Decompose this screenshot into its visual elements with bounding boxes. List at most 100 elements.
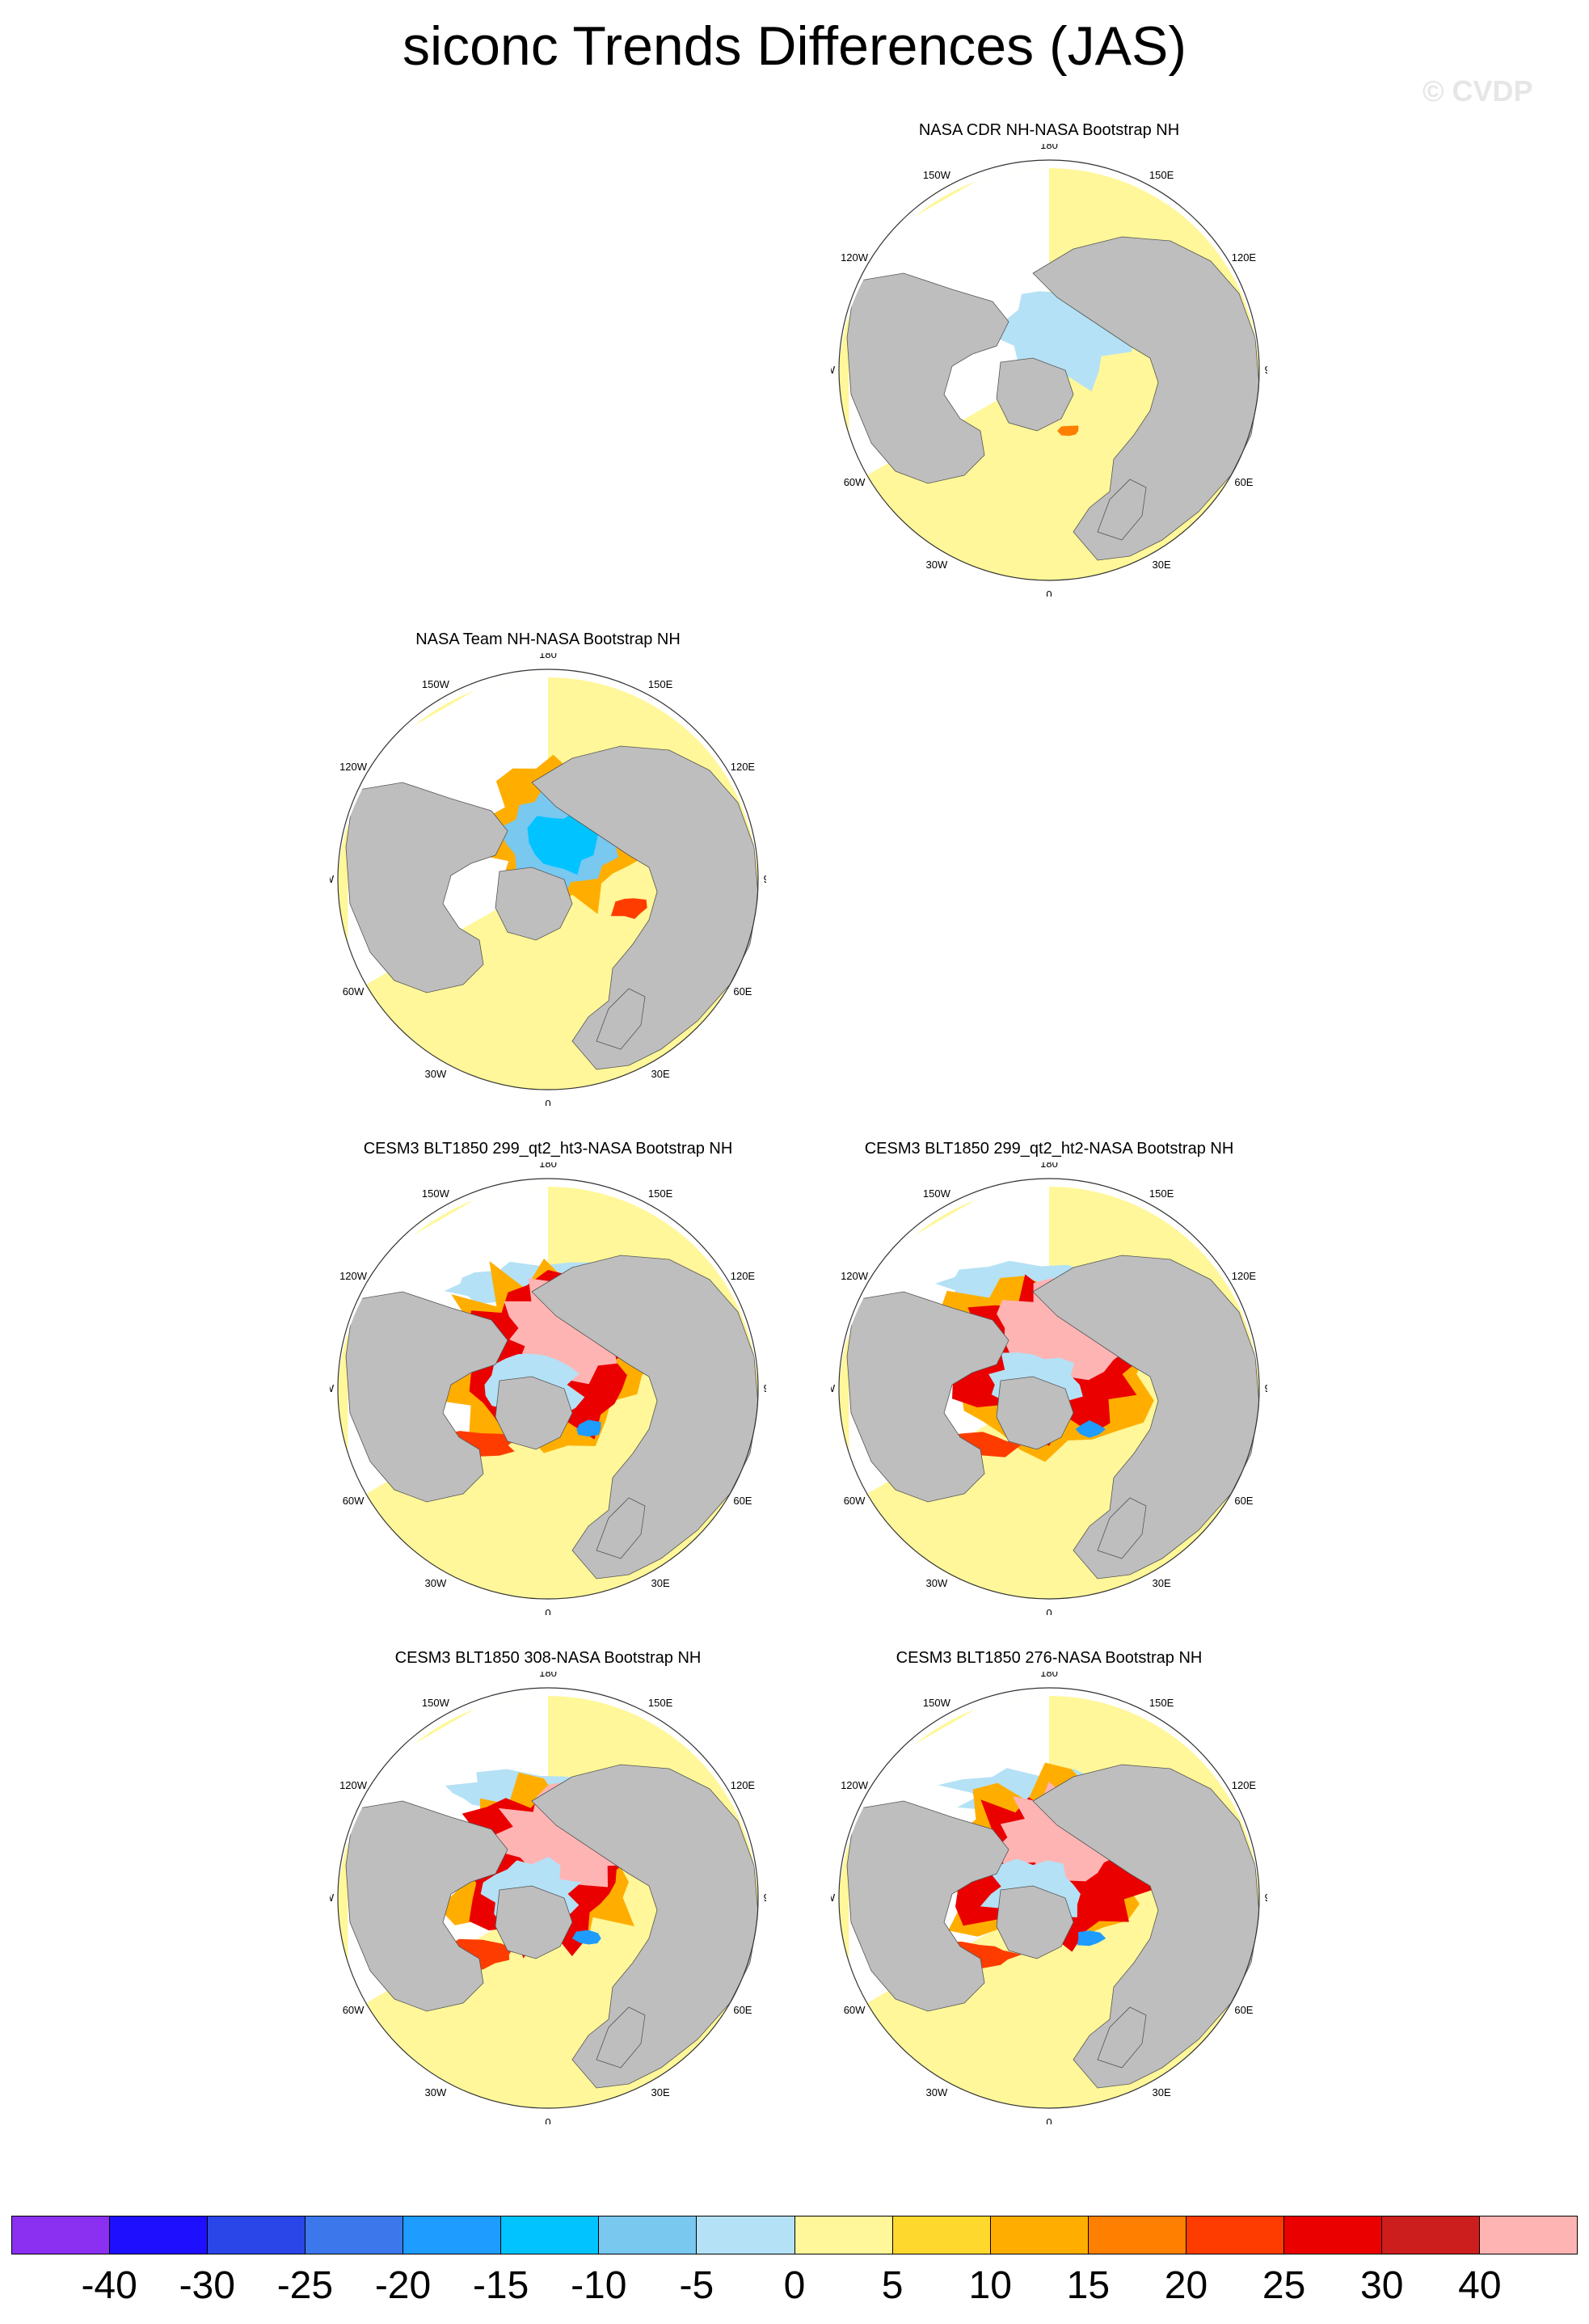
longitude-label: 0: [545, 1098, 550, 1106]
colorbar-tick-label: 15: [1066, 2264, 1111, 2307]
longitude-label: 30W: [926, 2086, 948, 2098]
landmass: [596, 1497, 646, 1559]
map-border: [337, 669, 759, 1090]
colorbar-tick-label: -40: [81, 2264, 137, 2307]
colorbar-tick-label: 5: [881, 2264, 904, 2307]
landmass: [596, 2006, 646, 2069]
panel-title: CESM3 BLT1850 276-NASA Bootstrap NH: [896, 1649, 1203, 1667]
longitude-label: 120E: [1232, 1779, 1257, 1791]
colorbar-labels: -40 -30 -25 -20 -15 -10 -5 0 5 10 15 20 25 30 40: [11, 2263, 1578, 2312]
longitude-label: 90W: [330, 1892, 335, 1904]
colorbar-box: [501, 2216, 600, 2254]
longitude-label: 90W: [831, 1382, 836, 1394]
colorbar-box: [110, 2216, 209, 2254]
longitude-label: 60W: [343, 985, 365, 998]
longitude-label: 60W: [343, 2004, 365, 2016]
longitude-label: 30W: [425, 2086, 447, 2098]
longitude-label: 180: [539, 1162, 557, 1170]
colorbar-box: [794, 2216, 893, 2254]
colorbar-box: [599, 2216, 698, 2254]
sea-ice-anomaly-region: [576, 1419, 601, 1437]
colorbar-box: [1186, 2216, 1284, 2254]
panel-nasa-team: NASA Team NH-NASA Bootstrap NH 180 150E 12…: [241, 631, 855, 1148]
map-area: [338, 1696, 758, 2108]
landmass: [1097, 1497, 1147, 1559]
colorbar-box: [1088, 2216, 1186, 2254]
longitude-label: 150E: [1149, 1187, 1174, 1200]
longitude-label: 90E: [764, 1382, 766, 1394]
map-border: [337, 1178, 759, 1600]
longitude-label: 90W: [330, 1382, 335, 1394]
panel-title: CESM3 BLT1850 299_qt2_ht3-NASA Bootstrap…: [363, 1140, 733, 1158]
polar-map: 180 150E 120E 90E 60E 30E 0 30W 60W 90W 120W 150W: [831, 144, 1267, 597]
longitude-label: 150E: [1149, 169, 1174, 181]
landmass: [531, 1255, 758, 1580]
longitude-label: 90W: [831, 1892, 836, 1904]
longitude-label: 120E: [731, 1779, 756, 1791]
colorbar-tick-label: 20: [1164, 2264, 1208, 2307]
landmass: [846, 1800, 1009, 2012]
longitude-label: 120W: [841, 1779, 869, 1791]
longitude-label: 60W: [844, 476, 866, 488]
longitude-label: 60E: [733, 1495, 752, 1507]
sea-ice-anomaly-region: [527, 808, 600, 875]
longitude-label: 30W: [926, 1577, 948, 1589]
polar-map: 180 150E 120E 90E 60E 30E 0 30W 60W 90W 120W 150W: [330, 1162, 766, 1615]
longitude-label: 120W: [841, 1270, 869, 1282]
colorbar-tick-label: -30: [179, 2264, 235, 2307]
landmass: [1032, 1255, 1259, 1580]
longitude-label: 90E: [764, 873, 766, 885]
landmass: [996, 1885, 1074, 1959]
panel-cesm3-299-qt2-ht2: CESM3 BLT1850 299_qt2_ht2-NASA Bootstrap…: [742, 1140, 1356, 1657]
landmass: [345, 1800, 508, 2012]
landmass: [531, 745, 758, 1070]
longitude-label: 30W: [926, 559, 948, 571]
colorbar-tick-label: -15: [472, 2264, 529, 2307]
longitude-label: 0: [1046, 588, 1052, 597]
map-area: [839, 168, 1259, 580]
longitude-label: 90E: [1265, 1892, 1267, 1904]
longitude-label: 30W: [425, 1577, 447, 1589]
longitude-label: 30W: [425, 1068, 447, 1080]
map-area: [839, 1187, 1259, 1599]
polar-map: 180 150E 120E 90E 60E 30E 0 30W 60W 90W 120W 150W: [831, 1162, 1267, 1615]
polar-map: 180 150E 120E 90E 60E 30E 0 30W 60W 90W 120W 150W: [330, 1672, 766, 2124]
sea-ice-anomaly-region: [992, 1782, 1140, 1882]
map-area: [338, 1187, 758, 1599]
panel-cesm3-308: CESM3 BLT1850 308-NASA Bootstrap NH 180 1…: [241, 1649, 855, 2166]
colorbar-box: [306, 2216, 404, 2254]
map-area: [839, 1696, 1259, 2108]
colorbar-tick-label: 0: [783, 2264, 806, 2307]
longitude-label: 150E: [648, 678, 673, 690]
longitude-label: 120E: [731, 1270, 756, 1282]
map-area: [338, 677, 758, 1090]
longitude-label: 120E: [1232, 251, 1257, 264]
colorbar-box: [12, 2216, 111, 2254]
panel-title: NASA CDR NH-NASA Bootstrap NH: [918, 121, 1180, 139]
sea-ice-anomaly-region: [1075, 1420, 1106, 1438]
landmass: [596, 988, 646, 1050]
longitude-label: 30E: [1153, 1577, 1171, 1589]
longitude-label: 120W: [339, 1270, 368, 1282]
longitude-label: 60W: [343, 1495, 365, 1507]
longitude-label: 150W: [422, 678, 450, 690]
panel-title: NASA Team NH-NASA Bootstrap NH: [415, 631, 681, 648]
longitude-label: 180: [539, 1672, 557, 1679]
landmass: [495, 1885, 573, 1959]
landmass: [345, 782, 508, 993]
colorbar-tick-label: -10: [571, 2264, 627, 2307]
longitude-label: 150W: [923, 169, 951, 181]
longitude-label: 0: [545, 1607, 550, 1615]
panel-cesm3-276: CESM3 BLT1850 276-NASA Bootstrap NH 180 1…: [742, 1649, 1356, 2166]
landmass: [846, 1291, 1009, 1503]
longitude-label: 60W: [844, 1495, 866, 1507]
colorbar-tick-label: 30: [1360, 2264, 1404, 2307]
landmass: [1032, 236, 1259, 561]
colorbar-tick-label: -20: [374, 2264, 432, 2307]
landmass: [996, 357, 1074, 432]
longitude-label: 60E: [733, 2004, 752, 2016]
panel-cesm3-299-qt2-ht3: CESM3 BLT1850 299_qt2_ht3-NASA Bootstrap…: [241, 1140, 855, 1657]
landmass: [846, 272, 1009, 484]
map-border: [838, 1687, 1260, 2109]
longitude-label: 0: [1046, 2116, 1052, 2124]
